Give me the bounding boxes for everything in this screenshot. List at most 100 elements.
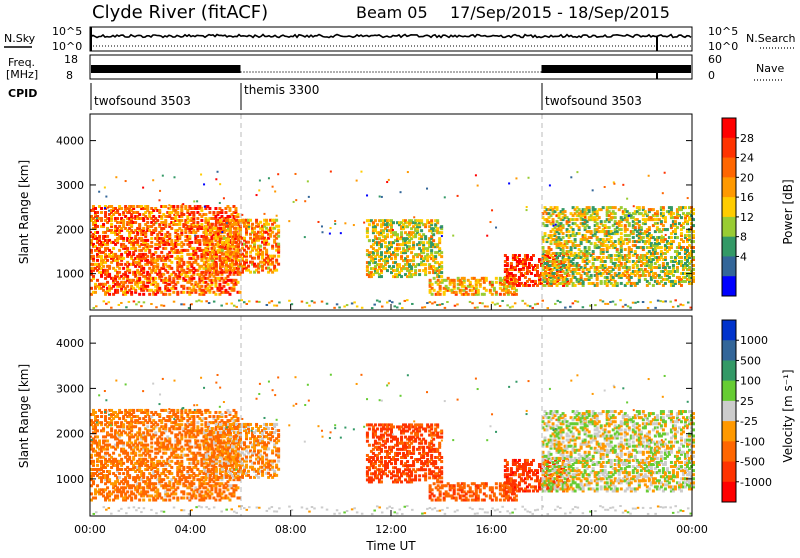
power-cell	[343, 305, 346, 307]
power-cell	[196, 235, 199, 238]
power-cell	[221, 231, 223, 233]
power-cell	[674, 299, 677, 301]
power-cell	[126, 247, 129, 250]
power-cell	[620, 228, 623, 231]
power-cell	[616, 282, 619, 285]
power-cell	[624, 224, 627, 227]
power-cell	[160, 251, 163, 254]
power-cell	[424, 235, 427, 238]
power-cell	[401, 307, 404, 309]
power-cell	[676, 226, 679, 229]
power-cell	[98, 235, 101, 238]
power-cell	[431, 293, 434, 296]
power-cell	[205, 300, 208, 302]
power-cell	[426, 188, 428, 190]
colorbar-tick-label: 28	[740, 132, 754, 145]
power-cell	[554, 303, 557, 305]
power-cell	[454, 305, 457, 307]
power-cell	[602, 256, 605, 259]
nsearch-tick-bottom: 10^0	[708, 40, 738, 53]
cpid-segment-1: twofsound 3503	[94, 94, 191, 108]
power-cell	[236, 281, 239, 284]
power-cell	[515, 177, 517, 179]
freq-label-2: [MHz]	[6, 68, 38, 81]
power-cell	[134, 289, 137, 292]
power-cell	[223, 231, 226, 234]
power-cell	[184, 205, 187, 208]
power-cell	[115, 176, 117, 178]
power-cell	[686, 223, 688, 225]
date-range: 17/Sep/2015 - 18/Sep/2015	[450, 3, 670, 22]
power-cell	[203, 183, 205, 185]
power-cell	[582, 236, 584, 238]
power-cell	[486, 306, 489, 308]
power-cell	[399, 303, 402, 305]
power-cell	[233, 267, 236, 270]
power-cell	[180, 255, 183, 258]
power-cell	[96, 231, 99, 234]
power-cell	[506, 262, 509, 265]
power-cell	[100, 207, 103, 210]
power-cell	[534, 303, 537, 305]
power-cell	[661, 235, 663, 237]
power-cell	[687, 197, 689, 199]
power-cell	[640, 226, 643, 229]
power-cell	[662, 212, 665, 215]
colorbar-tick-label: 24	[740, 152, 754, 165]
power-cell	[268, 302, 271, 304]
power-cell	[200, 285, 203, 288]
power-cell	[412, 241, 415, 244]
power-cell	[453, 279, 456, 282]
velocity-cell	[96, 464, 99, 467]
power-cell	[268, 177, 270, 179]
power-cell	[122, 267, 125, 270]
velocity-cell	[92, 460, 95, 463]
power-cell	[426, 302, 429, 304]
power-cell	[219, 227, 222, 230]
power-cell	[215, 178, 217, 180]
power-cell	[271, 231, 274, 234]
power-cell	[232, 236, 234, 238]
power-cell	[604, 260, 607, 263]
power-cell	[92, 255, 95, 258]
power-cell	[477, 289, 480, 292]
power-cell	[214, 207, 217, 210]
power-cell	[116, 289, 119, 292]
power-cell	[508, 182, 510, 184]
velocity-cell	[126, 452, 129, 455]
power-cell	[306, 302, 309, 304]
power-cell	[620, 262, 623, 265]
colorbar-swatch	[722, 118, 736, 138]
velocity-cell	[138, 482, 141, 485]
power-cell	[649, 301, 652, 303]
power-cell	[275, 269, 278, 272]
power-cell	[160, 304, 163, 306]
power-cell	[676, 266, 679, 269]
power-cell	[271, 300, 274, 302]
power-cell	[126, 275, 129, 278]
power-cell	[430, 249, 433, 252]
power-cell	[682, 240, 685, 243]
power-cell	[182, 261, 185, 264]
power-cell	[166, 271, 169, 274]
power-cell	[272, 186, 274, 188]
velocity-cell	[132, 409, 135, 412]
power-cell	[146, 255, 149, 258]
power-cell	[106, 259, 109, 262]
power-cell	[106, 281, 109, 284]
power-cell	[531, 307, 534, 309]
power-cell	[130, 291, 133, 294]
power-cell	[246, 303, 249, 305]
power-cell	[444, 196, 446, 198]
power-cell	[514, 274, 517, 277]
power-cell	[238, 235, 240, 237]
power-cell	[674, 280, 677, 283]
freq-tick-bottom: 8	[66, 69, 73, 82]
power-cell	[620, 224, 623, 227]
power-cell	[288, 300, 291, 302]
power-cell	[368, 223, 371, 226]
power-cell	[148, 249, 151, 252]
power-cell	[491, 293, 494, 296]
power-cell	[600, 280, 603, 283]
